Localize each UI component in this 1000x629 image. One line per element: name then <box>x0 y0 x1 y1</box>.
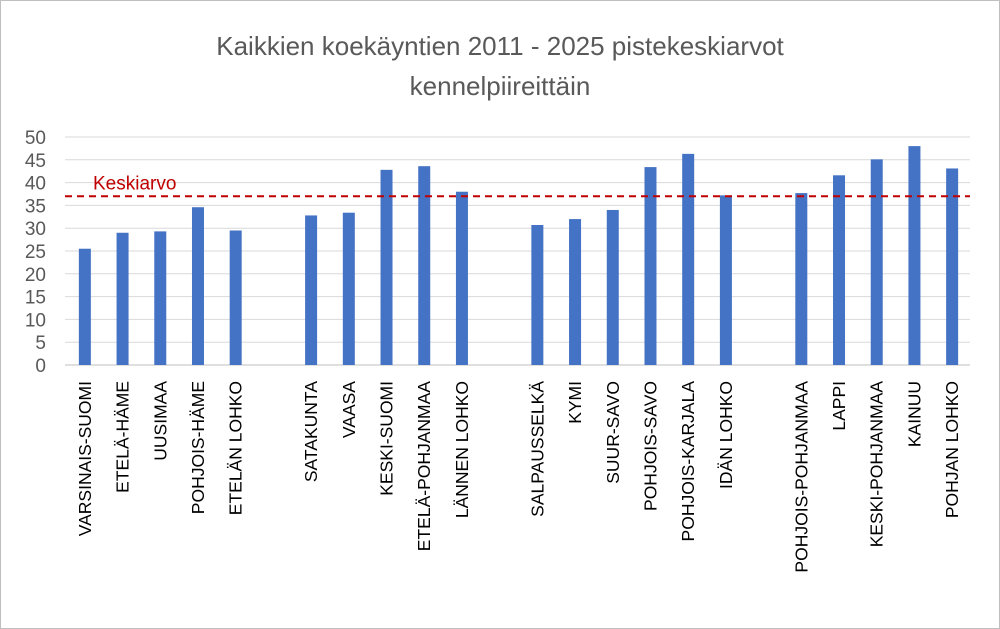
y-tick-label: 25 <box>25 242 46 263</box>
x-tick-label: SATAKUNTA <box>301 381 321 482</box>
y-tick-label: 5 <box>35 333 46 354</box>
y-tick-label: 50 <box>25 128 46 149</box>
y-tick-label: 45 <box>25 151 46 172</box>
y-tick-label: 0 <box>35 356 46 377</box>
bar <box>870 159 883 365</box>
x-tick-label: LÄNNEN LOHKO <box>452 381 472 518</box>
bar <box>191 207 204 365</box>
x-tick-label: POHJOIS-POHJANMAA <box>791 381 811 573</box>
chart-title-line-2: kennelpiireittäin <box>410 71 591 101</box>
bar <box>455 191 468 365</box>
x-tick-label: ETELÄ-HÄME <box>113 381 133 493</box>
x-tick-label: POHJOIS-KARJALA <box>678 381 698 542</box>
x-tick-label: POHJOIS-HÄME <box>188 381 208 514</box>
x-tick-label: KESKI-POHJANMAA <box>867 381 887 548</box>
x-tick-label: KYMI <box>565 381 585 424</box>
x-tick-label: VARSINAIS-SUOMI <box>75 381 95 536</box>
bar <box>946 168 959 365</box>
bar <box>682 153 695 365</box>
average-reference-label: Keskiarvo <box>93 173 176 194</box>
bar <box>908 146 921 365</box>
y-tick-label: 10 <box>25 310 46 331</box>
bar <box>795 193 808 365</box>
bar <box>531 225 544 365</box>
gridlines <box>65 136 970 366</box>
x-tick-label: SALPAUSSELKÄ <box>527 381 547 517</box>
y-tick-label: 40 <box>25 174 46 195</box>
bar <box>116 232 129 365</box>
bar <box>229 230 242 365</box>
x-tick-label: ETELÄ-POHJANMAA <box>414 381 434 551</box>
bar <box>154 231 167 365</box>
y-tick-label: 20 <box>25 265 46 286</box>
x-tick-label: POHJAN LOHKO <box>942 381 962 518</box>
bar <box>78 248 91 365</box>
bar <box>569 219 582 365</box>
bar <box>719 195 732 365</box>
bar <box>380 169 393 365</box>
y-tick-label: 15 <box>25 288 46 309</box>
bar <box>305 215 318 365</box>
chart-title: Kaikkien koekäyntien 2011 - 2025 pisteke… <box>216 31 784 101</box>
x-axis-tick-labels: VARSINAIS-SUOMI ETELÄ-HÄME UUSIMAA POHJOIS-… <box>75 381 962 573</box>
chart-title-line-1: Kaikkien koekäyntien 2011 - 2025 pisteke… <box>216 31 784 61</box>
y-tick-label: 35 <box>25 196 46 217</box>
bar <box>644 167 657 365</box>
bars <box>78 146 959 365</box>
x-tick-label: LAPPI <box>829 381 849 431</box>
bar <box>833 175 846 365</box>
x-tick-label: KAINUU <box>904 381 924 447</box>
x-tick-label: VAASA <box>339 381 359 438</box>
bar <box>342 212 355 365</box>
x-tick-label: KESKI-SUOMI <box>377 381 397 496</box>
average-reference: Keskiarvo <box>65 173 970 198</box>
x-tick-label: POHJOIS-SAVO <box>640 381 660 511</box>
x-tick-label: ETELÄN LOHKO <box>226 381 246 515</box>
x-tick-label: IDÄN LOHKO <box>716 381 736 489</box>
x-tick-label: UUSIMAA <box>150 381 170 461</box>
y-tick-label: 30 <box>25 219 46 240</box>
bar <box>418 166 431 365</box>
x-tick-label: SUUR-SAVO <box>603 381 623 484</box>
bar <box>606 209 619 365</box>
